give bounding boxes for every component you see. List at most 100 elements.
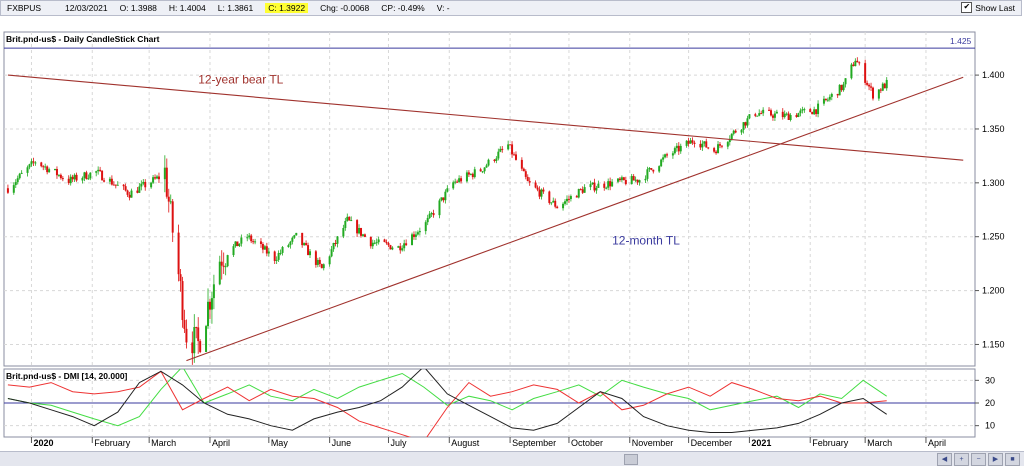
candle-body bbox=[554, 200, 557, 207]
candle-body bbox=[222, 265, 225, 267]
candle-body bbox=[224, 266, 227, 268]
candle-body bbox=[130, 190, 133, 198]
candle-body bbox=[677, 145, 680, 152]
x-tick-label: February bbox=[94, 438, 131, 448]
candle-body bbox=[267, 251, 270, 254]
candle-body bbox=[481, 171, 484, 173]
x-tick-label: August bbox=[451, 438, 480, 448]
candle-body bbox=[361, 234, 364, 236]
candle-body bbox=[273, 251, 276, 261]
candle-body bbox=[307, 245, 310, 256]
candle-body bbox=[336, 236, 339, 244]
zoom-in-icon[interactable]: + bbox=[954, 453, 969, 466]
candle-body bbox=[520, 159, 523, 169]
candle-body bbox=[526, 176, 529, 182]
candle-body bbox=[705, 141, 708, 148]
open-value: O: 1.3988 bbox=[119, 3, 157, 13]
candle-body bbox=[83, 172, 86, 178]
candle-body bbox=[403, 243, 406, 249]
candle-body bbox=[597, 183, 600, 188]
candle-body bbox=[844, 78, 847, 85]
candle-body bbox=[110, 178, 113, 185]
candle-body bbox=[195, 327, 198, 329]
candle-body bbox=[61, 178, 64, 180]
candle-body bbox=[826, 99, 829, 101]
change-percent-value: CP: -0.49% bbox=[381, 3, 425, 13]
candle-body bbox=[754, 114, 757, 116]
fit-icon[interactable]: ■ bbox=[1005, 453, 1020, 466]
candle-body bbox=[263, 246, 266, 250]
candle-body bbox=[769, 110, 772, 116]
candle-body bbox=[16, 178, 19, 183]
candle-body bbox=[685, 140, 688, 146]
candle-body bbox=[97, 169, 100, 172]
candle-body bbox=[6, 188, 9, 193]
candle-body bbox=[781, 111, 784, 118]
candle-body bbox=[442, 197, 445, 201]
candle-body bbox=[644, 178, 647, 181]
candle-body bbox=[618, 178, 621, 181]
candle-body bbox=[616, 178, 619, 182]
candle-body bbox=[718, 144, 721, 146]
candle-body bbox=[183, 320, 186, 329]
candle-body bbox=[424, 222, 427, 232]
scrollbar-thumb[interactable] bbox=[624, 454, 638, 465]
candle-body bbox=[12, 185, 15, 193]
candle-body bbox=[593, 182, 596, 191]
candle-body bbox=[662, 157, 665, 160]
dmi-tick-label: 30 bbox=[985, 375, 995, 385]
scroll-right-icon[interactable]: ▶ bbox=[988, 453, 1003, 466]
candle-body bbox=[234, 241, 237, 247]
candle-body bbox=[815, 109, 818, 115]
candle-body bbox=[552, 200, 555, 203]
candle-body bbox=[850, 64, 853, 79]
time-scrollbar[interactable]: ◀ + − ▶ ■ bbox=[0, 451, 1024, 466]
candle-body bbox=[487, 159, 490, 166]
candle-body bbox=[885, 79, 888, 89]
candle-body bbox=[458, 178, 461, 183]
candle-body bbox=[26, 167, 29, 173]
candle-body bbox=[309, 251, 312, 256]
candle-body bbox=[28, 164, 31, 168]
candle-body bbox=[813, 109, 816, 115]
candle-body bbox=[75, 174, 78, 181]
candle-body bbox=[281, 247, 284, 253]
x-tick-label: September bbox=[512, 438, 556, 448]
candle-body bbox=[414, 234, 417, 237]
candle-body bbox=[567, 198, 570, 200]
checkbox-icon[interactable]: ✔ bbox=[961, 2, 973, 13]
candle-body bbox=[399, 246, 402, 251]
x-tick-label: November bbox=[632, 438, 674, 448]
candle-body bbox=[534, 182, 537, 188]
price-tick-label: 1.200 bbox=[982, 286, 1005, 296]
candle-body bbox=[238, 243, 241, 247]
candle-body bbox=[444, 191, 447, 201]
candle-body bbox=[687, 140, 690, 144]
show-last-toggle[interactable]: ✔ Show Last bbox=[961, 2, 1015, 13]
candle-body bbox=[432, 213, 435, 216]
candle-body bbox=[467, 172, 470, 175]
scroll-left-icon[interactable]: ◀ bbox=[937, 453, 952, 466]
x-tick-label: October bbox=[571, 438, 603, 448]
candle-body bbox=[226, 255, 229, 267]
candle-body bbox=[760, 113, 763, 115]
candle-body bbox=[369, 236, 372, 247]
candle-body bbox=[883, 83, 886, 89]
candle-body bbox=[693, 142, 696, 144]
candle-body bbox=[689, 140, 692, 144]
candle-body bbox=[660, 159, 663, 167]
zoom-out-icon[interactable]: − bbox=[971, 453, 986, 466]
candle-body bbox=[877, 89, 880, 99]
candle-body bbox=[318, 259, 321, 265]
candle-body bbox=[856, 60, 859, 63]
candle-body bbox=[385, 242, 388, 244]
candle-body bbox=[30, 161, 33, 165]
x-tick-label: March bbox=[867, 438, 892, 448]
candle-body bbox=[801, 109, 804, 111]
chart-area[interactable]: 2020 February March April May June July August S… bbox=[0, 16, 1024, 451]
candle-body bbox=[154, 177, 157, 179]
candle-body bbox=[746, 118, 749, 126]
candle-body bbox=[405, 243, 408, 246]
candle-body bbox=[632, 176, 635, 181]
candle-body bbox=[881, 83, 884, 91]
